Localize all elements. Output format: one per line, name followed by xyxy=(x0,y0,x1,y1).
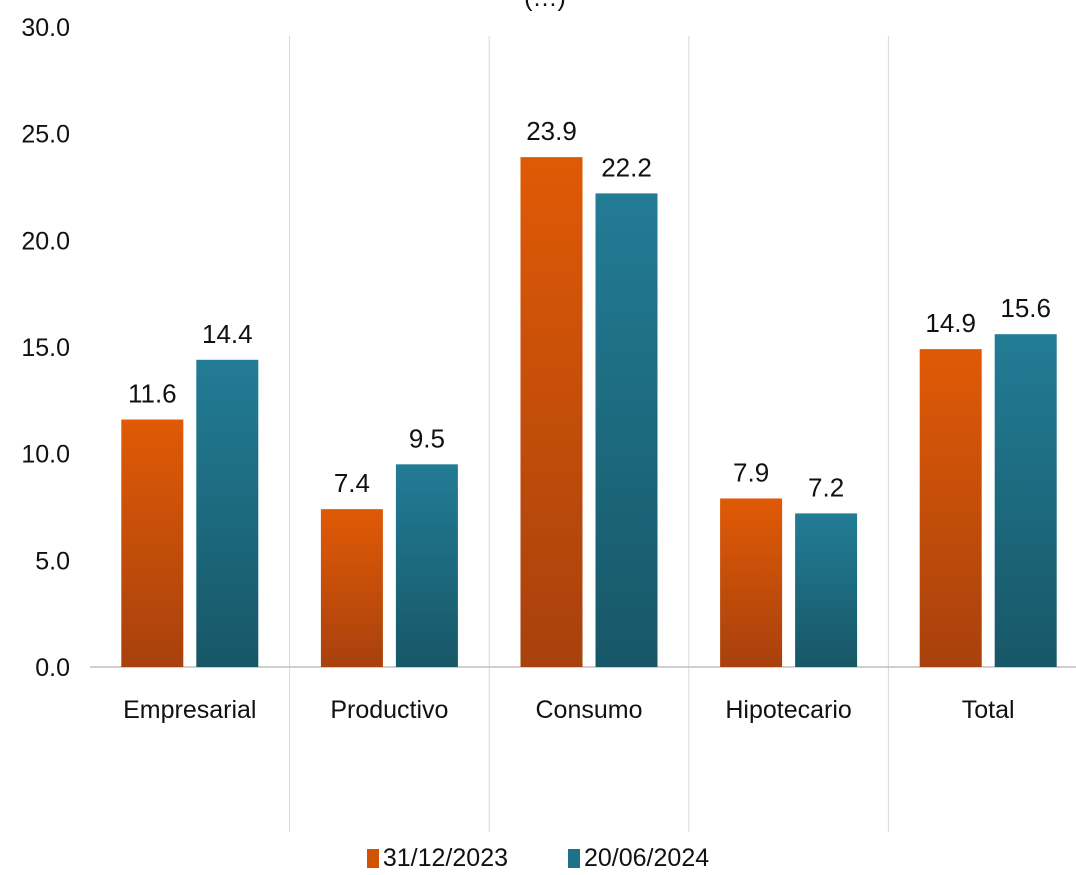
y-tick-label: 25.0 xyxy=(21,121,70,149)
y-tick-label: 20.0 xyxy=(21,227,70,255)
data-labels-group: 11.6 14.4 7.4 9.5 23.9 22.2 7.9 7.2 14.9 15.6 xyxy=(128,116,1051,502)
data-label: 14.4 xyxy=(202,319,253,349)
chart-title: (…) xyxy=(524,0,566,12)
legend-label-series-2: 20/06/2024 xyxy=(584,844,710,872)
x-axis: Empresarial Productivo Consumo Hipotecario T… xyxy=(123,696,1014,724)
bar xyxy=(919,349,982,667)
y-tick-label: 30.0 xyxy=(21,14,70,42)
data-label: 22.2 xyxy=(601,152,652,182)
y-axis: 0.0 5.0 10.0 15.0 20.0 25.0 30.0 xyxy=(21,14,70,682)
data-label: 7.9 xyxy=(733,457,769,487)
bar xyxy=(994,334,1057,667)
legend-swatch-series-1 xyxy=(366,849,379,868)
legend-swatch-series-2 xyxy=(568,849,580,868)
category-separators xyxy=(289,36,889,832)
data-label: 7.4 xyxy=(334,468,370,498)
y-tick-label: 0.0 xyxy=(35,654,70,682)
data-label: 14.9 xyxy=(925,308,976,338)
legend-item-series-1: 31/12/2023 xyxy=(366,844,508,873)
x-category-label: Productivo xyxy=(330,696,448,724)
bar xyxy=(320,509,383,667)
bar xyxy=(520,157,583,667)
x-category-label: Empresarial xyxy=(123,696,256,724)
bar xyxy=(196,359,259,667)
data-label: 9.5 xyxy=(409,423,445,453)
legend-label-series-1: 31/12/2023 xyxy=(382,844,508,872)
data-label: 15.6 xyxy=(1000,293,1051,323)
bar xyxy=(121,419,184,667)
bar-chart: (…) 0.0 5.0 10.0 15.0 20.0 25.0 30.0 11.6 14.4 7… xyxy=(21,0,1076,832)
bars-group xyxy=(121,157,1057,667)
data-label: 11.6 xyxy=(128,379,177,409)
bar xyxy=(720,498,783,667)
bar xyxy=(795,513,858,667)
y-tick-label: 5.0 xyxy=(35,547,70,575)
data-label: 7.2 xyxy=(808,472,844,502)
legend: 31/12/2023 20/06/2024 xyxy=(0,842,1076,875)
x-category-label: Consumo xyxy=(536,696,643,724)
y-tick-label: 15.0 xyxy=(21,334,70,362)
bar xyxy=(395,464,458,667)
legend-item-series-2: 20/06/2024 xyxy=(568,844,709,873)
data-label: 23.9 xyxy=(526,116,577,146)
x-category-label: Hipotecario xyxy=(725,696,851,724)
bar xyxy=(595,193,658,667)
x-category-label: Total xyxy=(962,696,1015,724)
y-tick-label: 10.0 xyxy=(21,441,70,469)
